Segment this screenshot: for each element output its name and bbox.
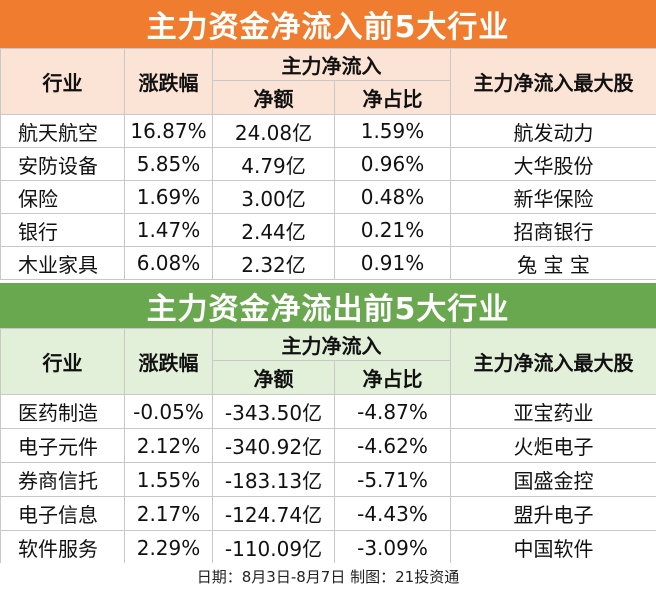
cell-change: 16.87% [124, 114, 213, 148]
cell-top-stock: 盟升电子 [450, 496, 656, 531]
table-row: 木业家具 6.08% 2.32亿 0.91% 兔 宝 宝 [0, 246, 656, 280]
inflow-header-industry: 行业 [0, 48, 125, 115]
footer-caption: 日期：8月3日-8月7日 制图：21投资通 [0, 563, 656, 589]
outflow-header-top-stock: 主力净流入最大股 [450, 328, 656, 395]
cell-top-stock: 中国软件 [450, 530, 656, 565]
outflow-header-row: 行业 涨跌幅 主力净流入 主力净流入最大股 [0, 328, 656, 395]
table-row: 银行 1.47% 2.44亿 0.21% 招商银行 [0, 213, 656, 247]
cell-net-amount: 3.00亿 [212, 180, 335, 214]
inflow-header-net-amount: 净额 [212, 80, 335, 115]
inflow-header-change: 涨跌幅 [124, 48, 213, 115]
cell-industry: 航天航空 [0, 114, 125, 148]
cell-net-ratio: -4.62% [334, 428, 451, 463]
outflow-title: 主力资金净流出前5大行业 [0, 283, 656, 328]
table-row: 软件服务 2.29% -110.09亿 -3.09% 中国软件 [0, 530, 656, 565]
cell-net-amount: -340.92亿 [212, 428, 335, 463]
cell-net-amount: -110.09亿 [212, 530, 335, 565]
cell-change: 2.12% [124, 428, 213, 463]
cell-top-stock: 亚宝药业 [450, 394, 656, 429]
cell-net-amount: 24.08亿 [212, 114, 335, 148]
cell-top-stock: 国盛金控 [450, 462, 656, 497]
outflow-header-change: 涨跌幅 [124, 328, 213, 395]
cell-top-stock: 兔 宝 宝 [450, 246, 656, 280]
cell-industry: 券商信托 [0, 462, 125, 497]
cell-net-amount: 2.32亿 [212, 246, 335, 280]
cell-change: 6.08% [124, 246, 213, 280]
cell-industry: 软件服务 [0, 530, 125, 565]
cell-change: 1.47% [124, 213, 213, 247]
inflow-title: 主力资金净流入前5大行业 [0, 0, 656, 48]
cell-industry: 电子元件 [0, 428, 125, 463]
outflow-header-net-group: 主力净流入 [212, 328, 451, 361]
cell-net-ratio: 0.96% [334, 147, 451, 181]
cell-change: 1.69% [124, 180, 213, 214]
cell-net-ratio: -5.71% [334, 462, 451, 497]
cell-change: 2.29% [124, 530, 213, 565]
cell-top-stock: 大华股份 [450, 147, 656, 181]
cell-net-amount: -343.50亿 [212, 394, 335, 429]
cell-net-ratio: 0.21% [334, 213, 451, 247]
outflow-header-net-ratio: 净占比 [334, 360, 451, 395]
cell-change: 5.85% [124, 147, 213, 181]
cell-net-amount: -124.74亿 [212, 496, 335, 531]
cell-top-stock: 招商银行 [450, 213, 656, 247]
inflow-header-row: 行业 涨跌幅 主力净流入 主力净流入最大股 [0, 48, 656, 115]
inflow-header-net-ratio: 净占比 [334, 80, 451, 115]
cell-top-stock: 火炬电子 [450, 428, 656, 463]
table-row: 航天航空 16.87% 24.08亿 1.59% 航发动力 [0, 114, 656, 148]
cell-industry: 医药制造 [0, 394, 125, 429]
inflow-header-top-stock: 主力净流入最大股 [450, 48, 656, 115]
inflow-subheader-row: 净额 净占比 [1, 80, 656, 115]
cell-change: 2.17% [124, 496, 213, 531]
cell-net-amount: 2.44亿 [212, 213, 335, 247]
cell-net-ratio: -4.43% [334, 496, 451, 531]
cell-net-ratio: 1.59% [334, 114, 451, 148]
cell-top-stock: 新华保险 [450, 180, 656, 214]
table-row: 安防设备 5.85% 4.79亿 0.96% 大华股份 [0, 147, 656, 181]
table-row: 电子信息 2.17% -124.74亿 -4.43% 盟升电子 [0, 496, 656, 531]
inflow-table: 行业 涨跌幅 主力净流入 主力净流入最大股 净额 净占比 航天航空 16.87% 2… [0, 48, 656, 280]
cell-net-amount: -183.13亿 [212, 462, 335, 497]
table-row: 医药制造 -0.05% -343.50亿 -4.87% 亚宝药业 [0, 394, 656, 429]
table-row: 电子元件 2.12% -340.92亿 -4.62% 火炬电子 [0, 428, 656, 463]
cell-net-ratio: -3.09% [334, 530, 451, 565]
cell-top-stock: 航发动力 [450, 114, 656, 148]
table-row: 保险 1.69% 3.00亿 0.48% 新华保险 [0, 180, 656, 214]
table-row: 券商信托 1.55% -183.13亿 -5.71% 国盛金控 [0, 462, 656, 497]
cell-change: 1.55% [124, 462, 213, 497]
cell-industry: 安防设备 [0, 147, 125, 181]
outflow-header-industry: 行业 [0, 328, 125, 395]
cell-industry: 电子信息 [0, 496, 125, 531]
inflow-header-net-group: 主力净流入 [212, 48, 451, 81]
outflow-table: 行业 涨跌幅 主力净流入 主力净流入最大股 净额 净占比 医药制造 -0.05% -… [0, 328, 656, 565]
cell-net-amount: 4.79亿 [212, 147, 335, 181]
cell-industry: 银行 [0, 213, 125, 247]
cell-net-ratio: -4.87% [334, 394, 451, 429]
cell-net-ratio: 0.91% [334, 246, 451, 280]
cell-net-ratio: 0.48% [334, 180, 451, 214]
outflow-header-net-amount: 净额 [212, 360, 335, 395]
cell-industry: 木业家具 [0, 246, 125, 280]
cell-change: -0.05% [124, 394, 213, 429]
cell-industry: 保险 [0, 180, 125, 214]
